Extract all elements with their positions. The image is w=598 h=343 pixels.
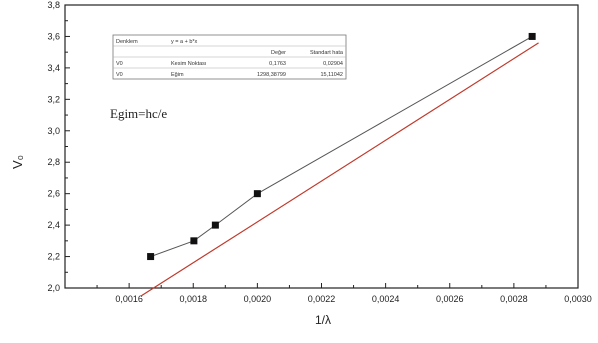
y-tick-label: 2,6	[47, 189, 60, 199]
y-tick-label: 2,4	[47, 220, 60, 230]
annotation-text: Egim=hc/e	[110, 106, 167, 121]
fit-table-cell: V0	[116, 61, 123, 67]
y-tick-label: 3,4	[47, 63, 60, 73]
x-tick-label: 0,0016	[115, 294, 143, 304]
y-tick-label: 3,0	[47, 126, 60, 136]
x-tick-label: 0,0030	[564, 294, 592, 304]
fit-table-cell: Kesim Noktası	[171, 61, 206, 67]
fit-table-cell: Eğim	[171, 72, 184, 78]
fit-table-cell: Standart hata	[310, 50, 344, 56]
fit-table-cell: 0,02904	[323, 61, 343, 67]
data-point	[147, 253, 155, 261]
y-tick-label: 2,2	[47, 252, 60, 262]
y-tick-label: 2,8	[47, 157, 60, 167]
data-point	[190, 237, 198, 245]
y-tick-label: 3,6	[47, 31, 60, 41]
x-tick-label: 0,0022	[308, 294, 336, 304]
y-tick-label: 3,8	[47, 0, 60, 10]
x-tick-label: 0,0024	[372, 294, 400, 304]
fit-line	[140, 42, 539, 297]
fit-table-cell: Değer	[271, 50, 286, 56]
fit-table-cell: Denklem	[116, 39, 138, 45]
x-tick-label: 0,0020	[244, 294, 272, 304]
x-tick-label: 0,0028	[500, 294, 528, 304]
y-tick-label: 3,2	[47, 94, 60, 104]
x-tick-label: 0,0018	[179, 294, 207, 304]
fit-table-cell: V0	[116, 72, 123, 78]
fit-table-cell: 15,11042	[320, 72, 343, 78]
data-point	[528, 32, 536, 40]
y-axis-label: V₀	[10, 155, 25, 169]
fit-table-cell: 0,1763	[269, 61, 286, 67]
data-point	[253, 190, 261, 198]
fit-table-cell: 1298,38799	[257, 72, 286, 78]
fit-table-cell: y = a + b*x	[171, 39, 198, 45]
x-tick-label: 0,0026	[436, 294, 464, 304]
y-tick-label: 2,0	[47, 283, 60, 293]
data-point	[211, 221, 219, 229]
x-axis-label: 1/λ	[315, 313, 331, 327]
